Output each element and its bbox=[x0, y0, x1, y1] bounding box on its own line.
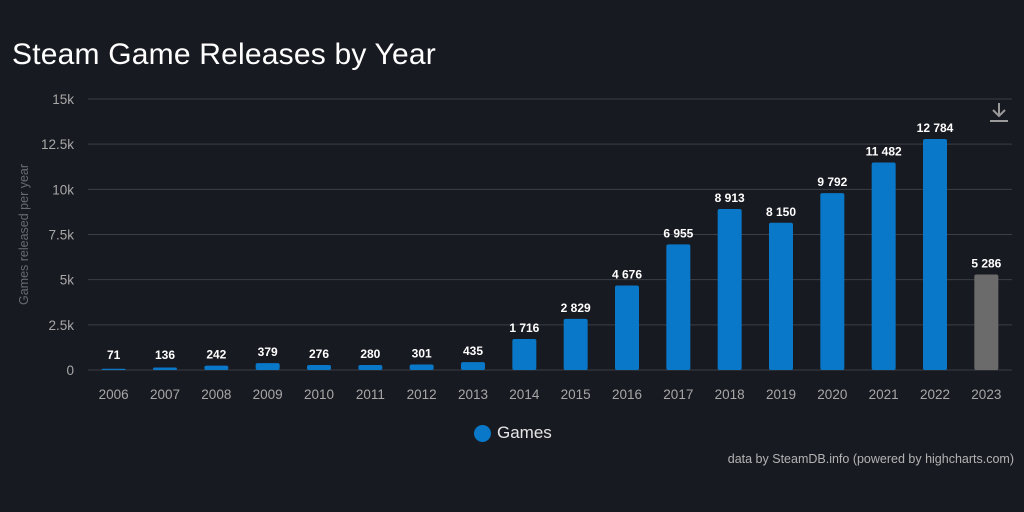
bar-2011[interactable] bbox=[358, 364, 383, 370]
x-tick-label: 2017 bbox=[663, 387, 693, 402]
data-label-2013: 435 bbox=[463, 344, 483, 358]
y-axis-ticks: 0 2.5k 5k 7.5k 10k 12.5k 15k bbox=[41, 92, 74, 378]
bar-2006[interactable] bbox=[101, 368, 126, 370]
chart-title: Steam Game Releases by Year bbox=[12, 38, 436, 71]
bar-2008[interactable] bbox=[204, 365, 229, 370]
data-label-2015: 2 829 bbox=[561, 301, 591, 315]
data-label-2017: 6 955 bbox=[663, 226, 693, 240]
y-tick-label: 0 bbox=[66, 363, 74, 378]
legend-dot bbox=[474, 424, 491, 442]
x-tick-label: 2013 bbox=[458, 387, 488, 402]
y-tick-label: 12.5k bbox=[41, 137, 74, 152]
bar-2023[interactable] bbox=[974, 274, 999, 370]
bar-2021[interactable] bbox=[871, 162, 896, 370]
x-tick-label: 2016 bbox=[612, 387, 642, 402]
y-tick-label: 10k bbox=[52, 182, 74, 197]
data-label-2014: 1 716 bbox=[509, 321, 539, 335]
bar-2019[interactable] bbox=[769, 222, 793, 370]
x-tick-label: 2015 bbox=[561, 387, 591, 402]
y-axis-label: Games released per year bbox=[17, 164, 31, 305]
data-label-2012: 301 bbox=[412, 347, 432, 361]
data-label-2009: 379 bbox=[258, 345, 278, 359]
x-tick-label: 2010 bbox=[304, 387, 334, 402]
bar-2014[interactable] bbox=[512, 338, 537, 370]
y-tick-label: 2.5k bbox=[48, 318, 74, 333]
data-label-2019: 8 150 bbox=[766, 205, 796, 219]
bar-2016[interactable] bbox=[615, 285, 639, 370]
legend-label: Games bbox=[497, 423, 552, 442]
x-tick-label: 2018 bbox=[715, 387, 745, 402]
data-label-2010: 276 bbox=[309, 347, 329, 361]
data-label-2016: 4 676 bbox=[612, 268, 642, 282]
x-tick-label: 2022 bbox=[920, 387, 950, 402]
x-axis-ticks: 2006 2007 2008 2009 2010 2011 2012 2013 2014 2015… bbox=[99, 387, 1002, 402]
data-label-2006: 71 bbox=[107, 348, 121, 362]
data-labels: 71 136 242 379 276 280 301 435 1 716 2 829 4 676 6 … bbox=[107, 121, 1002, 362]
bar-2020[interactable] bbox=[820, 193, 845, 370]
x-tick-label: 2019 bbox=[766, 387, 796, 402]
credits: data by SteamDB.info (powered by highcha… bbox=[727, 452, 1014, 466]
bar-2010[interactable] bbox=[307, 365, 331, 370]
data-label-2008: 242 bbox=[206, 348, 226, 362]
data-label-2007: 136 bbox=[155, 348, 175, 362]
x-tick-label: 2012 bbox=[407, 387, 437, 402]
gridlines bbox=[88, 98, 1012, 371]
bar-2007[interactable] bbox=[153, 367, 177, 370]
x-tick-label: 2009 bbox=[253, 387, 283, 402]
data-label-2023: 5 286 bbox=[971, 256, 1001, 270]
bar-2012[interactable] bbox=[409, 364, 434, 370]
data-label-2022: 12 784 bbox=[917, 121, 954, 135]
bar-2009[interactable] bbox=[255, 363, 280, 370]
x-tick-label: 2021 bbox=[869, 387, 899, 402]
bar-2017[interactable] bbox=[666, 244, 691, 370]
legend-item-games[interactable]: Games bbox=[474, 423, 552, 443]
bar-2022[interactable] bbox=[923, 139, 947, 370]
x-tick-label: 2006 bbox=[99, 387, 129, 402]
x-tick-label: 2011 bbox=[356, 387, 385, 402]
y-tick-label: 7.5k bbox=[48, 228, 74, 243]
x-tick-label: 2008 bbox=[201, 387, 231, 402]
bars bbox=[101, 139, 999, 370]
bar-2015[interactable] bbox=[563, 318, 588, 370]
x-tick-label: 2014 bbox=[509, 387, 540, 402]
x-tick-label: 2020 bbox=[817, 387, 847, 402]
x-tick-label: 2007 bbox=[150, 387, 180, 402]
data-label-2021: 11 482 bbox=[866, 145, 902, 159]
data-label-2011: 280 bbox=[360, 347, 380, 361]
bar-2018[interactable] bbox=[717, 208, 742, 370]
x-tick-label: 2023 bbox=[971, 387, 1001, 402]
data-label-2020: 9 792 bbox=[817, 175, 847, 189]
data-label-2018: 8 913 bbox=[715, 191, 745, 205]
y-tick-label: 15k bbox=[52, 92, 74, 107]
bar-2013[interactable] bbox=[461, 362, 485, 370]
y-tick-label: 5k bbox=[60, 273, 75, 288]
download-icon[interactable] bbox=[986, 100, 1012, 126]
